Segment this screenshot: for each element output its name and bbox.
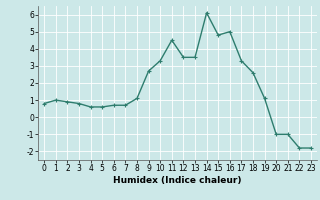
X-axis label: Humidex (Indice chaleur): Humidex (Indice chaleur) xyxy=(113,176,242,185)
